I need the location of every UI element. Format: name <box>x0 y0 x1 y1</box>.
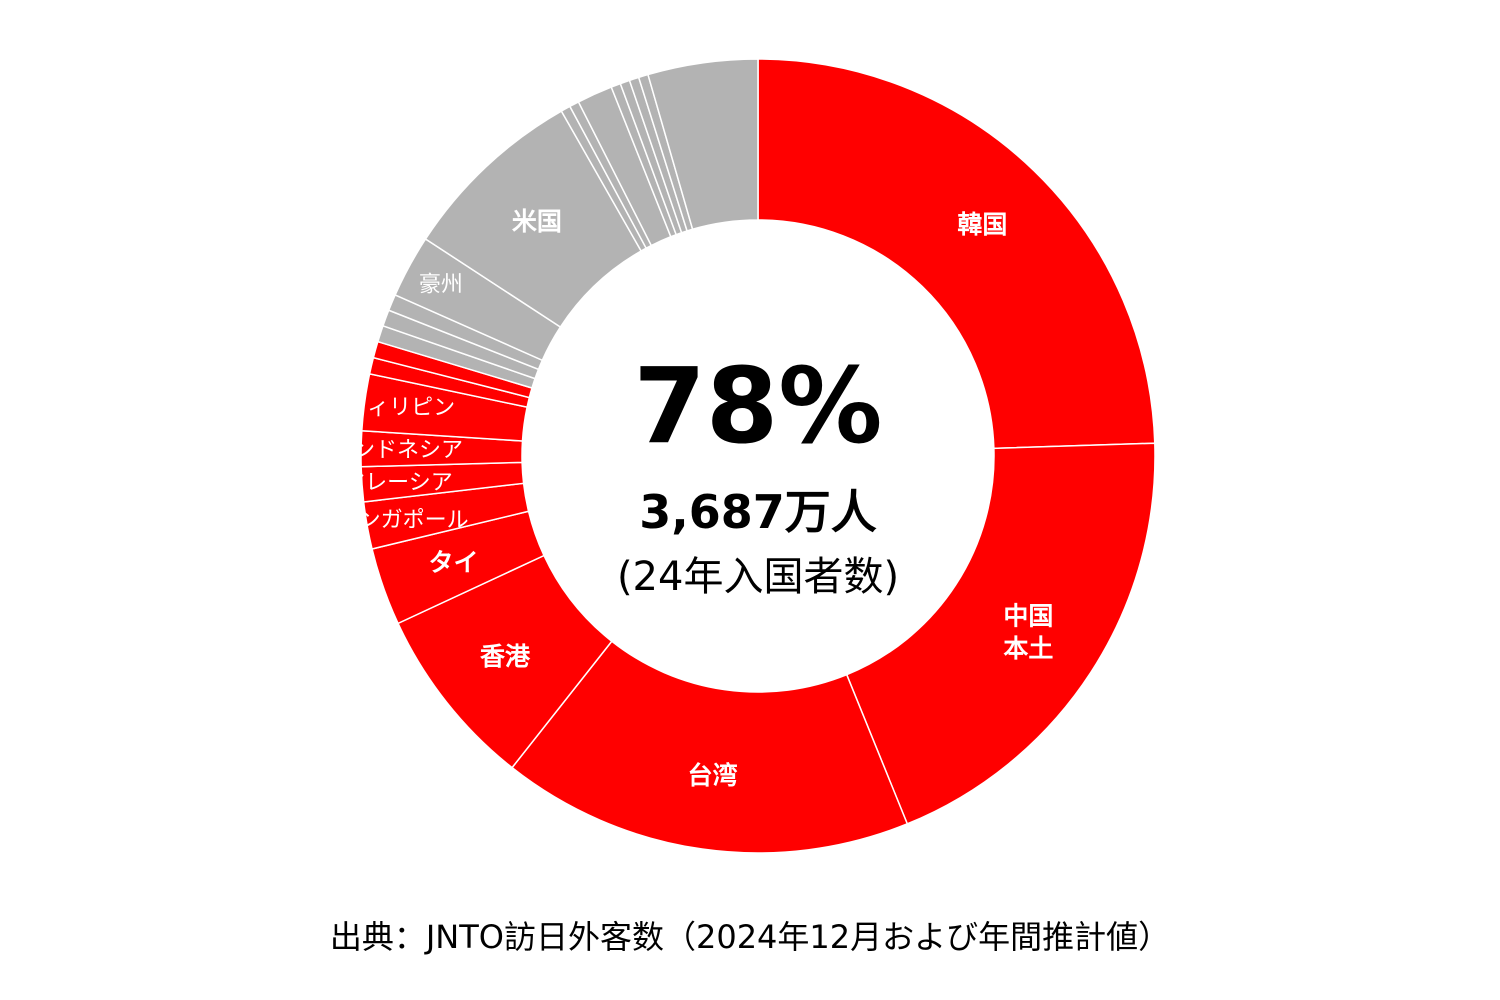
source-note: 出典：JNTO訪日外客数（2024年12月および年間推計値） <box>329 918 1171 956</box>
slice-label-3: 香港 <box>480 642 531 671</box>
slice-label-7: インドネシア <box>331 438 463 463</box>
slice-label-8: フィリピン <box>346 396 456 421</box>
slice-label-0: 韓国 <box>957 210 1007 239</box>
center-percent: 78% <box>634 345 883 467</box>
slice-label-15: 米国 <box>512 207 562 236</box>
center-caption: (24年入国者数) <box>617 554 899 600</box>
slice-label-5: シンガポール <box>337 508 469 533</box>
center-count: 3,687万人 <box>639 485 877 539</box>
slice-label-1: 中国本土 <box>1003 601 1053 663</box>
slice-23 <box>647 58 759 231</box>
slice-label-4: タイ <box>429 548 479 577</box>
slice-label-2: 台湾 <box>688 761 738 790</box>
slice-0 <box>757 58 1156 450</box>
slice-label-6: マレーシア <box>343 470 453 495</box>
slice-2 <box>511 640 909 854</box>
donut-slices <box>360 58 1156 854</box>
slice-1 <box>845 442 1156 825</box>
slice-label-14: 豪州 <box>419 272 463 297</box>
